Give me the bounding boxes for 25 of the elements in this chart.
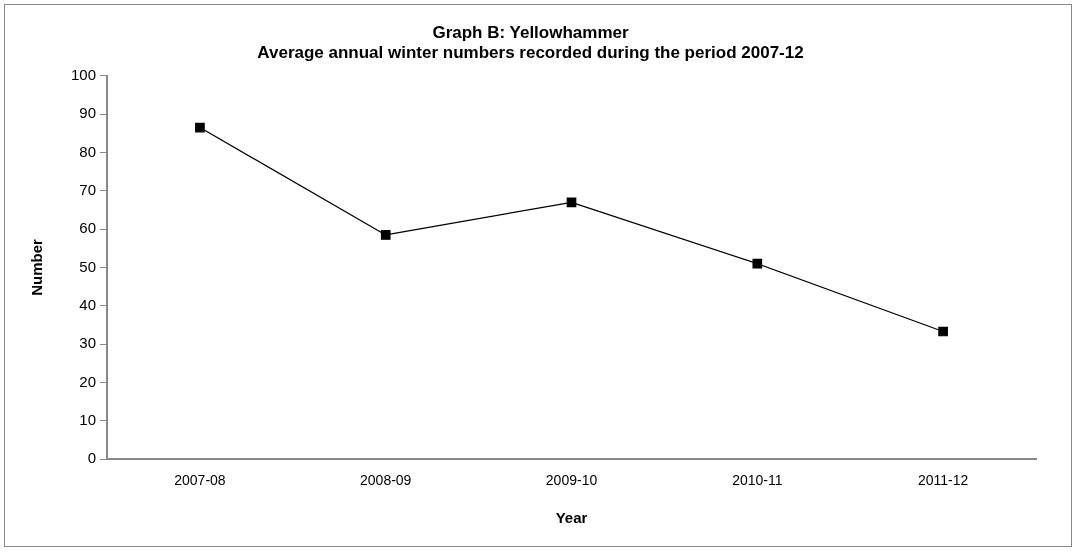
y-tick-label: 50 [79,257,97,275]
y-tick-label: 0 [87,449,97,467]
y-tick-label: 40 [79,295,97,313]
y-tick-label: 100 [71,65,97,83]
y-tick-label: 70 [79,180,97,198]
x-tick-label: 2008-09 [360,472,412,489]
y-tick-label: 80 [79,142,97,160]
y-tick-label: 30 [79,334,97,352]
chart-subtitle: Average annual winter numbers recorded during the period 2007-12 [257,43,804,63]
x-tick-label: 2007-08 [174,472,226,489]
x-tick-label: 2010-11 [732,472,783,489]
y-tick-label: 90 [79,104,97,122]
y-tick-label: 20 [79,372,97,390]
y-tick-label: 60 [79,219,97,237]
y-axis-title: Number [28,239,46,296]
chart-title: Graph B: Yellowhammer [432,22,629,42]
point [752,258,763,269]
x-tick-label: 2011-12 [917,472,969,489]
point [938,326,948,337]
point [566,197,577,208]
point [380,230,391,240]
point [195,122,205,133]
y-tick-label: 10 [79,411,97,428]
x-tick-label: 2009-10 [545,472,598,489]
x-axis-title: Year [555,509,588,527]
